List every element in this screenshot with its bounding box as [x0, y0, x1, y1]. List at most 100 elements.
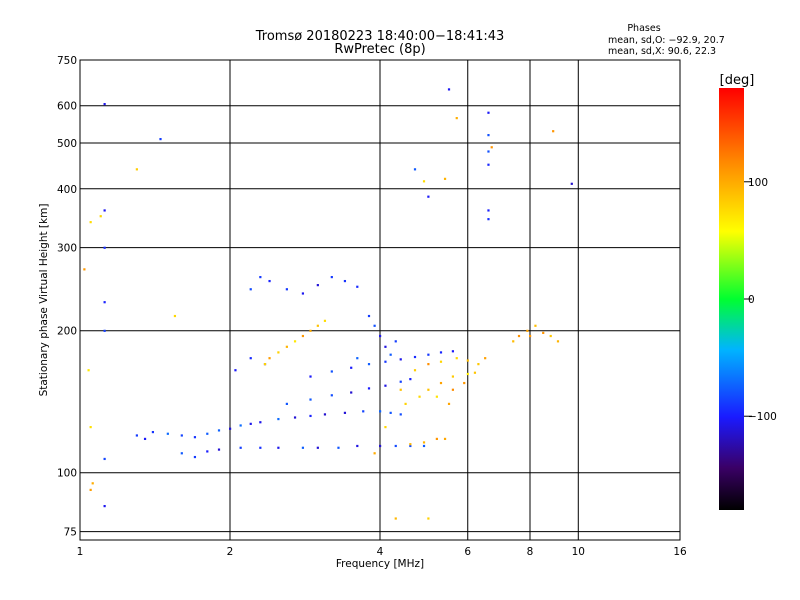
echo-point: [206, 432, 209, 435]
echo-point: [239, 424, 242, 427]
echo-point: [379, 334, 382, 338]
echo-point: [362, 410, 365, 413]
echo-point: [217, 448, 221, 451]
echo-point: [466, 359, 469, 362]
echo-point: [151, 430, 155, 434]
echo-point: [427, 195, 430, 198]
stats-line-o: mean, sd,O: −92.9, 20.7: [608, 35, 725, 46]
echo-point: [103, 329, 106, 332]
echo-point: [399, 413, 402, 416]
echo-point: [301, 292, 305, 295]
y-tick-label: 750: [57, 55, 77, 67]
y-axis-ticks: 75 100 200 300 400 500 600 750: [57, 55, 77, 539]
echo-point: [389, 353, 392, 356]
echo-point: [451, 388, 455, 391]
echo-point: [309, 375, 312, 378]
echo-point: [435, 395, 438, 398]
echo-point: [166, 432, 169, 435]
echo-point: [439, 360, 443, 363]
echo-point: [343, 411, 347, 414]
colorbar-tick-label: −100: [748, 411, 777, 423]
echo-point: [217, 429, 221, 432]
echo-point: [399, 380, 402, 383]
echo-point: [249, 422, 252, 425]
echo-point: [394, 340, 397, 343]
echo-point: [384, 345, 387, 348]
echo-point: [490, 146, 493, 149]
echo-point: [337, 446, 340, 449]
echo-point: [556, 340, 560, 343]
echo-point: [542, 331, 545, 334]
echo-point: [268, 357, 271, 360]
echo-point: [206, 450, 209, 453]
echo-point: [373, 324, 376, 327]
echo-point: [99, 215, 102, 218]
echo-point: [409, 443, 412, 446]
echo-point: [89, 488, 92, 491]
echo-point: [193, 436, 197, 439]
echo-point: [268, 279, 271, 283]
x-tick-label: 1: [77, 546, 84, 558]
echo-point: [422, 441, 426, 444]
echo-point: [422, 444, 426, 448]
echo-point: [103, 103, 106, 106]
echo-point: [89, 426, 92, 429]
echo-point: [87, 369, 90, 372]
echo-point: [103, 457, 106, 461]
echo-point: [350, 366, 353, 369]
echo-point: [379, 444, 382, 448]
echo-point: [249, 357, 252, 360]
colorbar-ticks: 100 0 −100: [744, 177, 777, 423]
y-tick-label: 400: [57, 184, 77, 196]
echo-point: [143, 437, 147, 441]
echo-point: [285, 288, 288, 291]
echo-point: [159, 137, 162, 141]
grid-lines: [80, 60, 680, 540]
echo-point: [293, 340, 297, 343]
echo-point: [413, 168, 417, 171]
echo-point: [394, 517, 397, 520]
echo-point: [356, 285, 359, 288]
echo-point: [103, 301, 106, 304]
echo-point: [173, 314, 177, 318]
echo-point: [443, 437, 447, 441]
echo-point: [389, 411, 392, 414]
echo-point: [277, 351, 280, 354]
echo-point: [427, 388, 430, 391]
stats-heading: Phases: [627, 23, 660, 34]
y-tick-label: 600: [57, 101, 77, 113]
echo-point: [455, 117, 458, 120]
echo-point: [367, 387, 371, 390]
echo-point: [549, 334, 552, 338]
echo-point: [330, 275, 333, 279]
echo-point: [487, 218, 490, 221]
echo-point: [487, 150, 490, 153]
echo-point: [418, 395, 421, 398]
x-tick-label: 8: [527, 546, 534, 558]
echo-point: [409, 444, 412, 448]
x-tick-label: 4: [377, 546, 384, 558]
x-axis-ticks: 1 2 4 6 8 10 16: [77, 546, 687, 558]
echo-point: [447, 88, 451, 91]
echo-point: [135, 434, 138, 437]
echo-point: [399, 388, 402, 391]
echo-point: [534, 324, 537, 327]
echo-point: [89, 221, 92, 224]
colorbar: [719, 88, 744, 510]
y-tick-label: 100: [57, 468, 77, 480]
echo-point: [367, 363, 371, 366]
echo-point: [384, 360, 387, 363]
stats-line-x: mean, sd,X: 90.6, 22.3: [608, 46, 716, 57]
echo-point: [323, 319, 327, 322]
echo-point: [285, 345, 288, 348]
echo-point: [367, 314, 371, 318]
echo-point: [103, 505, 106, 508]
echo-point: [427, 353, 430, 356]
y-tick-label: 500: [57, 138, 77, 150]
echo-point: [259, 446, 262, 449]
echo-point: [384, 426, 387, 429]
echo-point: [135, 168, 138, 171]
echo-point: [451, 350, 455, 353]
echo-point: [451, 375, 455, 378]
echo-point: [399, 358, 402, 361]
